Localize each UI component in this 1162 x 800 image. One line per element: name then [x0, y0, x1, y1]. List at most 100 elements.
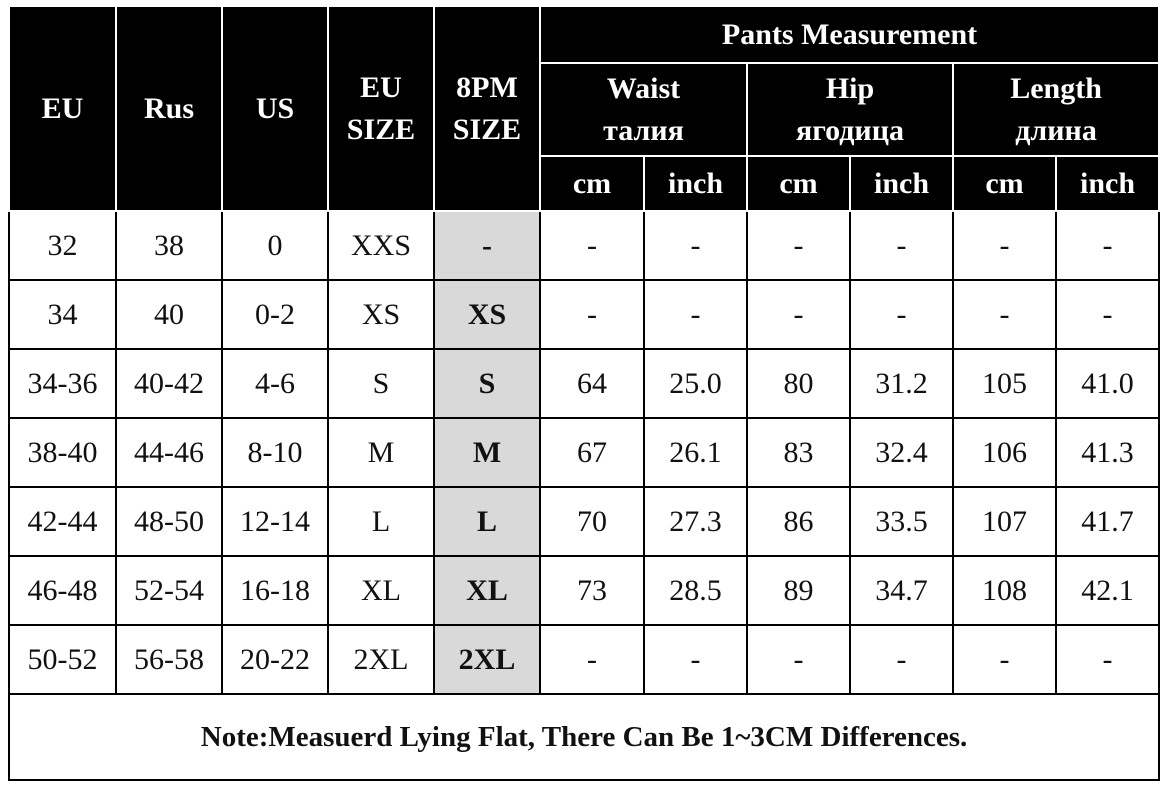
table-cell: 12-14	[221, 486, 329, 557]
brand-size-cell: -	[433, 210, 541, 281]
table-cell: 80	[746, 348, 851, 419]
table-cell: -	[746, 279, 851, 350]
column-header: US	[221, 5, 329, 212]
table-cell: 25.0	[643, 348, 748, 419]
table-cell: 27.3	[643, 486, 748, 557]
measure-name: Waist	[606, 71, 681, 105]
table-cell: -	[643, 210, 748, 281]
measure-header: Waist талия	[539, 62, 748, 157]
header-row: cm inch cm inch cm inch	[9, 155, 1161, 212]
table-cell: 33.5	[849, 486, 954, 557]
table-cell: -	[849, 279, 954, 350]
table-cell: L	[327, 486, 435, 557]
unit-header: inch	[1054, 155, 1161, 212]
data-row: 42-44 48-50 12-14 L L 70 27.3 86 33.5 107 41.7	[8, 486, 1161, 557]
table-cell: XS	[327, 279, 435, 350]
table-cell: 38-40	[8, 417, 117, 488]
table-cell: 108	[952, 555, 1057, 626]
table-cell: -	[746, 210, 851, 281]
table-cell: 28.5	[643, 555, 748, 626]
column-header: Rus	[115, 5, 223, 212]
note-row: Note:Measuerd Lying Flat, There Can Be 1…	[7, 693, 1161, 781]
table-cell: 42.1	[1054, 555, 1161, 626]
measure-header: Length длина	[951, 62, 1161, 157]
brand-size-cell: 2XL	[433, 624, 541, 695]
table-cell: 40-42	[115, 348, 223, 419]
table-cell: -	[849, 210, 954, 281]
table-cell: 50-52	[8, 624, 117, 695]
table-cell: 86	[746, 486, 851, 557]
table-cell: 107	[952, 486, 1057, 557]
table-cell: 32.4	[849, 417, 954, 488]
table-cell: 32	[8, 210, 117, 281]
table-cell: 64	[539, 348, 645, 419]
column-header: EU SIZE	[327, 5, 435, 212]
data-row: 32 38 0 XXS - - - - - - -	[8, 210, 1161, 281]
table-cell: 41.0	[1054, 348, 1161, 419]
size-table: EU Rus US EU SIZE 8PM SIZE Pants Measurement W…	[7, 5, 1161, 781]
table-cell: 52-54	[115, 555, 223, 626]
table-cell: 4-6	[221, 348, 329, 419]
table-cell: 42-44	[8, 486, 117, 557]
column-header: EU	[8, 5, 117, 212]
table-cell: 46-48	[8, 555, 117, 626]
table-cell: 0	[221, 210, 329, 281]
table-cell: -	[539, 624, 645, 695]
measure-name: Length	[1010, 71, 1102, 105]
unit-header: cm	[952, 155, 1057, 212]
table-cell: -	[1054, 210, 1161, 281]
table-cell: 38	[115, 210, 223, 281]
table-cell: 34	[8, 279, 117, 350]
measure-header: Hip ягодица	[746, 62, 954, 157]
column-header: 8PM SIZE	[433, 5, 541, 212]
table-cell: XL	[327, 555, 435, 626]
table-cell: 106	[952, 417, 1057, 488]
table-cell: 16-18	[221, 555, 329, 626]
table-cell: M	[327, 417, 435, 488]
measure-name-ru: ягодица	[796, 113, 904, 147]
table-cell: 70	[539, 486, 645, 557]
measure-name: Hip	[825, 71, 875, 105]
table-cell: 83	[746, 417, 851, 488]
table-cell: -	[952, 279, 1057, 350]
header-row: Waist талия Hip ягодица Length длина	[9, 62, 1161, 157]
brand-size-cell: XL	[433, 555, 541, 626]
table-cell: -	[1054, 624, 1161, 695]
table-cell: -	[539, 210, 645, 281]
table-cell: 73	[539, 555, 645, 626]
data-row: 46-48 52-54 16-18 XL XL 73 28.5 89 34.7 108 42.1	[8, 555, 1161, 626]
table-cell: -	[643, 624, 748, 695]
table-cell: 105	[952, 348, 1057, 419]
data-row: 34-36 40-42 4-6 S S 64 25.0 80 31.2 105 41.0	[8, 348, 1161, 419]
data-row: 38-40 44-46 8-10 M M 67 26.1 83 32.4 106 41.3	[8, 417, 1161, 488]
table-cell: -	[643, 279, 748, 350]
table-cell: 0-2	[221, 279, 329, 350]
unit-header: inch	[643, 155, 748, 212]
note: Note:Measuerd Lying Flat, There Can Be 1…	[7, 693, 1161, 781]
unit-header: cm	[746, 155, 851, 212]
table-cell: 26.1	[643, 417, 748, 488]
table-cell: XXS	[327, 210, 435, 281]
table-cell: 41.7	[1054, 486, 1161, 557]
header-row: EU Rus US EU SIZE 8PM SIZE Pants Measurement	[8, 5, 1161, 212]
table-cell: -	[746, 624, 851, 695]
table-cell: 31.2	[849, 348, 954, 419]
table-cell: -	[539, 279, 645, 350]
unit-header: inch	[849, 155, 954, 212]
table-cell: 89	[746, 555, 851, 626]
brand-size-cell: L	[433, 486, 541, 557]
table-cell: 44-46	[115, 417, 223, 488]
measure-name-ru: длина	[1015, 113, 1097, 147]
brand-size-cell: XS	[433, 279, 541, 350]
table-body: EU Rus US EU SIZE 8PM SIZE Pants Measurement W…	[7, 5, 1161, 781]
table-cell: -	[952, 210, 1057, 281]
group-header: Pants Measurement	[538, 5, 1161, 64]
table-cell: S	[327, 348, 435, 419]
table-cell: 8-10	[221, 417, 329, 488]
data-row: 34 40 0-2 XS XS - - - - - -	[8, 279, 1161, 350]
data-row: 50-52 56-58 20-22 2XL 2XL - - - - - -	[8, 624, 1161, 695]
table-cell: 56-58	[115, 624, 223, 695]
table-cell: -	[952, 624, 1057, 695]
table-cell: 34.7	[849, 555, 954, 626]
